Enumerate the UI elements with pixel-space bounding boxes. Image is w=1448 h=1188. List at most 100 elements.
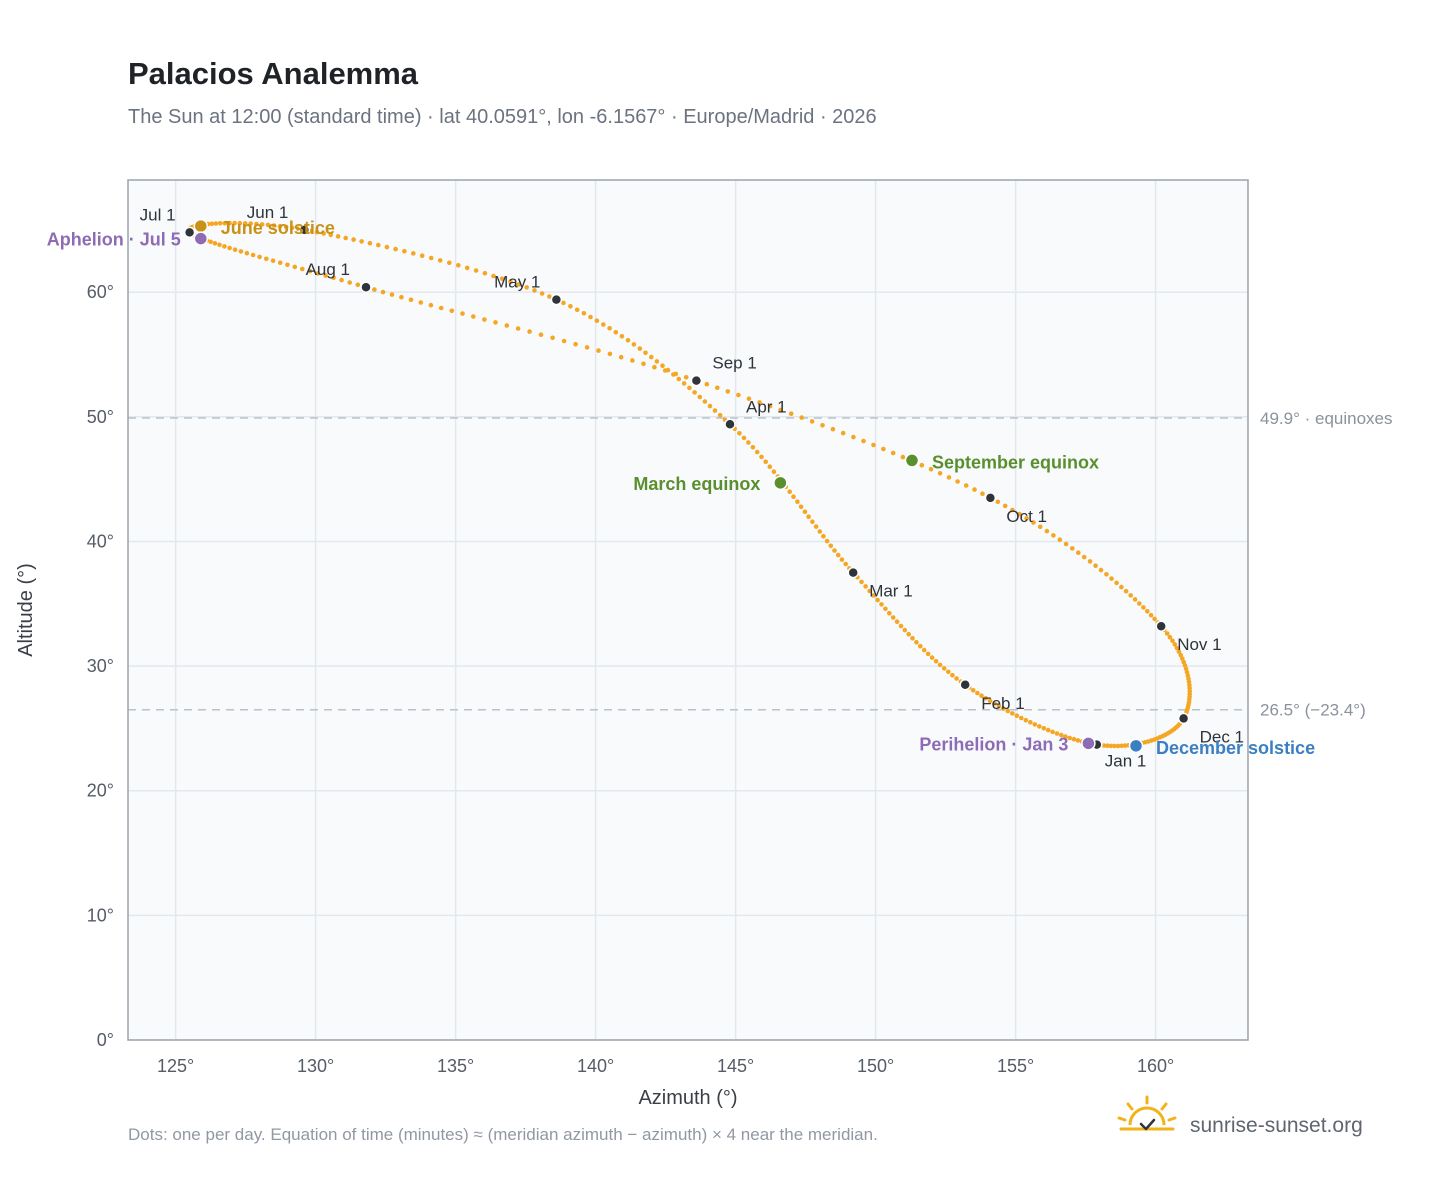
daily-sun-dot bbox=[372, 287, 377, 292]
daily-sun-dot bbox=[561, 300, 566, 306]
brand-name: sunrise-sunset.org bbox=[1190, 1114, 1363, 1137]
daily-sun-dot bbox=[1051, 533, 1056, 538]
event-marker bbox=[773, 475, 788, 491]
daily-sun-dot bbox=[972, 487, 977, 492]
daily-sun-dot bbox=[351, 237, 356, 242]
daily-sun-dot bbox=[607, 351, 613, 357]
daily-sun-dot bbox=[607, 326, 612, 331]
month-marker bbox=[690, 374, 703, 387]
daily-sun-dot bbox=[771, 469, 777, 475]
daily-sun-dot bbox=[1063, 541, 1069, 547]
daily-sun-dot bbox=[380, 289, 386, 295]
event-label: Perihelion · Jan 3 bbox=[919, 734, 1068, 754]
month-marker bbox=[724, 418, 736, 431]
daily-sun-dot bbox=[840, 430, 846, 436]
daily-sun-dot bbox=[1010, 507, 1015, 513]
daily-sun-dot bbox=[859, 579, 864, 585]
daily-sun-dot bbox=[516, 282, 521, 287]
daily-sun-dot bbox=[561, 338, 567, 344]
daily-sun-dot bbox=[1017, 511, 1022, 517]
daily-sun-dot bbox=[238, 249, 244, 254]
plot-frame bbox=[127, 179, 1249, 1041]
daily-sun-dot bbox=[254, 221, 259, 227]
daily-sun-dot bbox=[843, 561, 848, 567]
daily-sun-dot bbox=[376, 242, 381, 248]
daily-sun-dot bbox=[1176, 649, 1182, 654]
daily-sun-dot bbox=[1028, 720, 1033, 725]
daily-sun-dot bbox=[359, 239, 364, 244]
daily-sun-dot bbox=[271, 223, 277, 228]
y-tick-label: 60° bbox=[87, 282, 114, 302]
daily-sun-dot bbox=[673, 371, 679, 377]
daily-sun-dot bbox=[929, 655, 935, 660]
daily-sun-dot bbox=[1108, 743, 1114, 749]
daily-sun-dot bbox=[524, 285, 529, 290]
daily-sun-dot bbox=[995, 499, 1001, 505]
daily-sun-dot bbox=[832, 548, 837, 553]
daily-sun-dot bbox=[687, 385, 692, 391]
event-markers: June solstice Aphelion · Jul 5 March equin… bbox=[47, 218, 1315, 758]
daily-sun-dot bbox=[707, 403, 713, 409]
event-marker bbox=[1081, 736, 1096, 751]
daily-sun-dot bbox=[914, 640, 919, 645]
daily-sun-dot bbox=[798, 504, 804, 510]
daily-sun-dot bbox=[1002, 503, 1008, 509]
daily-sun-dot bbox=[1148, 612, 1154, 618]
daily-sun-dot bbox=[418, 300, 424, 305]
daily-sun-dot bbox=[754, 449, 760, 455]
y-tick-label: 20° bbox=[87, 781, 114, 801]
daily-sun-dot bbox=[1112, 743, 1117, 749]
daily-sun-dot bbox=[906, 631, 911, 637]
daily-sun-dot bbox=[217, 221, 223, 226]
daily-sun-dot bbox=[323, 273, 328, 278]
daily-sun-dot bbox=[861, 438, 866, 444]
month-label: Sep 1 bbox=[712, 354, 756, 373]
daily-sun-dot bbox=[283, 224, 289, 230]
daily-sun-dot bbox=[244, 250, 250, 256]
event-label: Aphelion · Jul 5 bbox=[47, 230, 181, 250]
daily-sun-dot bbox=[757, 400, 762, 405]
daily-sun-dot bbox=[212, 241, 218, 246]
daily-sun-dot bbox=[1164, 631, 1170, 636]
daily-sun-dot bbox=[712, 408, 718, 413]
month-label: Feb 1 bbox=[981, 694, 1024, 713]
daily-sun-dot bbox=[1010, 711, 1015, 716]
daily-sun-dot bbox=[217, 242, 222, 248]
daily-sun-dot bbox=[830, 426, 836, 432]
daily-sun-dot bbox=[954, 676, 959, 681]
daily-sun-dot bbox=[1119, 584, 1124, 590]
daily-sun-dot bbox=[750, 445, 756, 450]
daily-sun-dot bbox=[547, 294, 552, 299]
daily-sun-dot bbox=[795, 499, 800, 505]
daily-sun-dot bbox=[941, 666, 947, 671]
daily-sun-dot bbox=[248, 221, 253, 226]
daily-sun-dot bbox=[277, 223, 283, 229]
daily-sun-dot bbox=[1067, 735, 1072, 741]
daily-sun-dot bbox=[802, 509, 808, 515]
event-marker bbox=[904, 453, 920, 468]
daily-sun-dot bbox=[237, 220, 243, 226]
daily-sun-dot bbox=[367, 240, 373, 246]
daily-sun-dot bbox=[1054, 731, 1060, 736]
daily-sun-dot bbox=[963, 483, 969, 488]
daily-sun-dot bbox=[1076, 550, 1081, 555]
daily-sun-dot bbox=[1141, 605, 1146, 610]
daily-sun-dot bbox=[867, 588, 872, 594]
daily-sun-dot bbox=[460, 311, 465, 316]
daily-sun-dot bbox=[919, 462, 925, 468]
daily-sun-dot bbox=[335, 234, 341, 239]
daily-sun-dot bbox=[527, 329, 532, 334]
daily-sun-dot bbox=[683, 375, 689, 380]
event-label: June solstice bbox=[221, 218, 335, 238]
daily-sun-dot bbox=[1105, 743, 1110, 748]
daily-sun-dot bbox=[596, 348, 601, 353]
daily-sun-dot bbox=[1044, 528, 1050, 534]
daily-sun-dot bbox=[473, 268, 479, 273]
daily-sun-dot bbox=[259, 222, 265, 227]
daily-sun-dot bbox=[937, 662, 943, 668]
daily-sun-dot bbox=[1093, 563, 1098, 568]
month-marker bbox=[959, 679, 971, 691]
daily-sun-dot bbox=[1081, 554, 1087, 560]
daily-sun-dot bbox=[1104, 572, 1109, 577]
daily-sun-dot bbox=[581, 311, 587, 316]
